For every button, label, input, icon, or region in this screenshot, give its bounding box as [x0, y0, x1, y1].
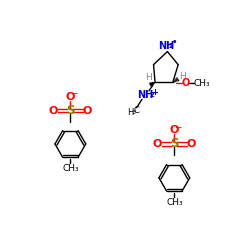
Text: CH₃: CH₃: [166, 198, 183, 207]
Text: H: H: [146, 73, 152, 82]
Text: 3: 3: [132, 110, 136, 115]
Text: O: O: [153, 139, 162, 149]
Text: 2: 2: [169, 43, 173, 49]
Text: O: O: [49, 106, 58, 116]
Text: C: C: [134, 106, 140, 114]
Text: −: −: [70, 89, 78, 98]
Text: CH₃: CH₃: [194, 79, 210, 88]
Text: O: O: [83, 106, 92, 116]
Text: CH₃: CH₃: [62, 164, 79, 173]
Text: −: −: [174, 122, 182, 131]
Text: H: H: [179, 72, 186, 81]
Text: H: H: [127, 108, 134, 117]
Text: S: S: [170, 138, 178, 150]
Text: NH: NH: [158, 41, 175, 51]
Text: O: O: [182, 78, 190, 88]
Text: 2: 2: [150, 92, 154, 98]
Text: S: S: [66, 104, 74, 117]
Text: O: O: [66, 92, 75, 102]
Polygon shape: [150, 82, 155, 86]
Text: O: O: [170, 125, 179, 135]
Text: NH: NH: [137, 90, 153, 101]
Text: O: O: [186, 139, 196, 149]
Text: •: •: [172, 38, 177, 47]
Text: +: +: [152, 88, 158, 97]
